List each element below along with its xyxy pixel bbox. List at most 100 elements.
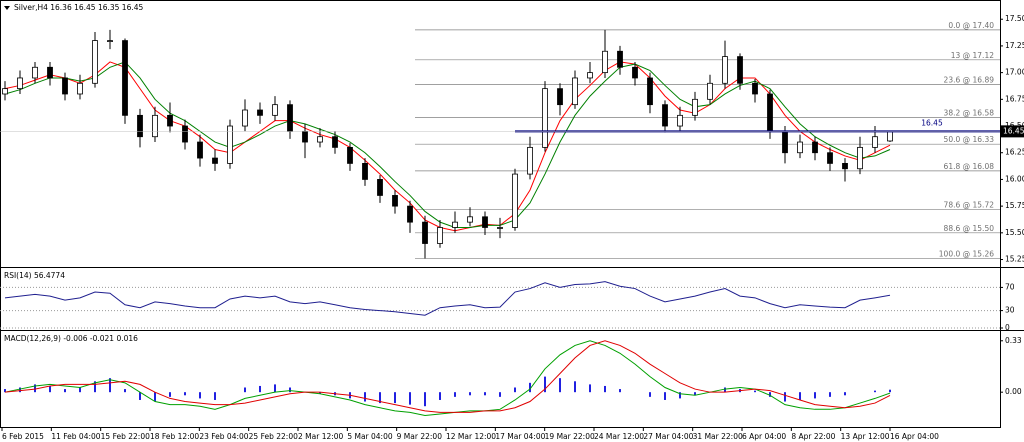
- macd-histogram-bar: [19, 387, 21, 393]
- macd-histogram-bar: [769, 392, 771, 397]
- fib-label: 38.2 @ 16.58: [944, 108, 995, 117]
- y-tick-label: 17.25: [1005, 41, 1024, 50]
- y-tick-label: 16.00: [1005, 174, 1024, 183]
- macd-title: MACD(12,26,9) -0.006 -0.021 0.016: [4, 334, 138, 343]
- macd-histogram-bar: [889, 389, 891, 393]
- macd-histogram-bar: [499, 392, 501, 397]
- macd-histogram-bar: [724, 387, 726, 393]
- macd-histogram-bar: [109, 378, 111, 393]
- x-tick-label: 6 Feb 2015: [2, 432, 44, 441]
- x-tick-label: 17 Mar 04:00: [495, 432, 545, 441]
- candle-body: [587, 72, 593, 79]
- y-tick-label: 17.00: [1005, 68, 1024, 77]
- macd-histogram-bar: [79, 387, 81, 393]
- macd-histogram-bar: [49, 385, 51, 393]
- candle-body: [107, 40, 113, 42]
- candle-body: [77, 82, 83, 95]
- macd-histogram-bar: [274, 384, 276, 393]
- x-tick-label: 15 Feb 22:00: [101, 432, 150, 441]
- candle-body: [497, 227, 503, 229]
- macd-line: [4, 340, 891, 413]
- macd-histogram-bar: [424, 392, 426, 407]
- y-tick-label: 15.25: [1005, 255, 1024, 264]
- candle-body: [872, 136, 878, 148]
- x-tick-label: 9 Mar 22:00: [397, 432, 443, 441]
- x-tick-label: 27 Mar 04:00: [643, 432, 693, 441]
- candle-body: [467, 216, 473, 223]
- rsi-title: RSI(14) 56.4774: [4, 271, 65, 280]
- candle-body: [347, 146, 353, 164]
- candle-body: [227, 125, 233, 164]
- macd-histogram-bar: [439, 392, 441, 400]
- x-tick-label: 24 Mar 12:00: [594, 432, 644, 441]
- candle-body: [452, 221, 458, 228]
- price-box: [1000, 125, 1024, 138]
- macd-histogram-bar: [799, 392, 801, 400]
- x-tick-label: 13 Apr 12:00: [841, 432, 890, 441]
- candle-body: [512, 173, 518, 228]
- macd-histogram-bar: [544, 376, 546, 393]
- macd-histogram-bar: [484, 392, 486, 396]
- candle-body: [647, 77, 653, 106]
- price-box-label: 16.45: [1003, 126, 1024, 135]
- candle-body: [197, 141, 203, 159]
- candle-body: [857, 146, 863, 170]
- fib-label: 13 @ 17.12: [951, 51, 995, 60]
- macd-histogram-bar: [379, 392, 381, 404]
- x-tick-label: 16 Apr 04:00: [890, 432, 939, 441]
- macd-histogram-bar: [679, 392, 681, 399]
- candle-body: [272, 104, 278, 116]
- macd-histogram-bar: [244, 387, 246, 393]
- candle-body: [632, 66, 638, 79]
- candle-body: [887, 130, 893, 142]
- macd-histogram-bar: [454, 392, 456, 397]
- y-tick-label: 0: [1005, 323, 1010, 332]
- macd-histogram-bar: [874, 390, 876, 393]
- macd-histogram-bar: [604, 385, 606, 393]
- candle-body: [722, 56, 728, 84]
- fib-label: 88.6 @ 15.50: [944, 224, 995, 233]
- macd-histogram-bar: [514, 387, 516, 393]
- macd-histogram-bar: [34, 384, 36, 393]
- candle-body: [662, 104, 668, 127]
- candle-body: [122, 40, 128, 116]
- candle-body: [527, 146, 533, 175]
- candle-body: [137, 114, 143, 138]
- candle-body: [377, 179, 383, 196]
- macd-histogram-bar: [94, 381, 96, 393]
- candle-body: [677, 114, 683, 127]
- candle-body: [437, 227, 443, 244]
- candle-body: [212, 157, 218, 164]
- x-tick-label: 31 Mar 22:00: [693, 432, 743, 441]
- macd-histogram-bar: [784, 392, 786, 402]
- macd-histogram-bar: [559, 378, 561, 393]
- candle-body: [302, 130, 308, 143]
- candle-body: [812, 141, 818, 154]
- candle-body: [557, 88, 563, 106]
- macd-histogram-bar: [589, 384, 591, 393]
- candle-body: [317, 136, 323, 143]
- macd-histogram-bar: [259, 385, 261, 393]
- macd-histogram-bar: [529, 382, 531, 393]
- x-tick-label: 23 Feb 04:00: [199, 432, 248, 441]
- candle-body: [482, 216, 488, 228]
- y-tick-label: 15.75: [1005, 201, 1024, 210]
- macd-line: [4, 340, 891, 417]
- candle-body: [572, 77, 578, 106]
- y-tick-label: 15.50: [1005, 228, 1024, 237]
- candle-body: [842, 163, 848, 170]
- macd-histogram-bar: [649, 392, 651, 397]
- candle-body: [422, 221, 428, 244]
- candle-body: [167, 114, 173, 127]
- candle-body: [602, 50, 608, 74]
- candle-body: [332, 136, 338, 148]
- y-tick-label: 0.00: [1005, 387, 1022, 396]
- macd-histogram-bar: [364, 392, 366, 402]
- candle-body: [92, 40, 98, 84]
- candle-body: [737, 56, 743, 84]
- macd-histogram-bar: [469, 392, 471, 396]
- x-tick-label: 6 Apr 04:00: [742, 432, 786, 441]
- x-tick-label: 12 Mar 12:00: [446, 432, 496, 441]
- macd-histogram-bar: [64, 389, 66, 393]
